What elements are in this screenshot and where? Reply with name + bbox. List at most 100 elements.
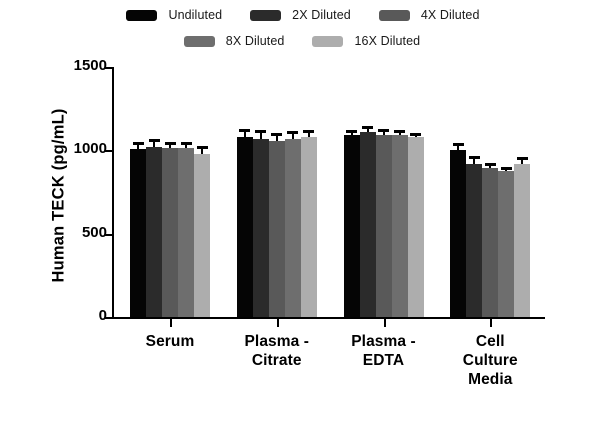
bar xyxy=(194,153,210,317)
bar xyxy=(284,138,301,317)
error-bar-stem xyxy=(137,145,139,149)
x-category-label-line: Cell xyxy=(475,333,505,350)
error-bar-stem xyxy=(350,132,353,135)
legend-label: 8X Diluted xyxy=(225,34,285,48)
error-bar-cap xyxy=(271,133,283,137)
bar xyxy=(466,163,483,317)
x-axis-category-labels: Serum Plasma - Citrate Plasma - EDTA Cell Cult… xyxy=(112,326,545,406)
bar xyxy=(375,134,392,317)
x-category-label: Plasma - Citrate xyxy=(217,332,337,370)
chart-legend: Undiluted 2X Diluted 4X Diluted 8X Diluted… xyxy=(0,8,600,48)
error-bar-cap xyxy=(164,141,176,145)
y-axis-line xyxy=(112,67,114,318)
legend-row-top: Undiluted 2X Diluted 4X Diluted xyxy=(0,8,600,22)
error-bar-cap xyxy=(303,129,315,133)
x-tick-mark xyxy=(276,319,279,327)
error-bar-stem xyxy=(275,136,278,142)
bar-group xyxy=(236,67,317,317)
legend-swatch-icon xyxy=(183,35,215,47)
legend-item: 8X Diluted xyxy=(183,34,285,48)
legend-swatch-icon xyxy=(126,9,158,21)
error-bar-cap xyxy=(362,126,374,130)
error-bar-cap xyxy=(410,132,422,136)
legend-swatch-icon xyxy=(378,9,410,21)
y-tick-label: 1000 xyxy=(73,140,107,158)
error-bar-stem xyxy=(489,165,492,168)
bar xyxy=(300,137,317,317)
bar xyxy=(359,132,376,317)
plot-area: 0 500 1000 1500 xyxy=(74,57,545,327)
x-category-label: Cell Culture Media xyxy=(430,332,550,389)
legend-item: Undiluted xyxy=(126,8,222,22)
error-bar-stem xyxy=(259,133,262,139)
x-tick-mark xyxy=(170,319,172,327)
bar xyxy=(268,141,285,317)
bar-group xyxy=(130,67,210,317)
y-tick-label: 1500 xyxy=(73,57,107,74)
x-category-label-line: Plasma - xyxy=(244,333,310,350)
x-category-label-line: Serum xyxy=(145,333,195,350)
error-bar-cap xyxy=(132,142,144,145)
y-tick-mark xyxy=(105,233,112,236)
bar xyxy=(391,135,408,317)
error-bar-cap xyxy=(516,157,528,161)
bar xyxy=(178,147,194,317)
bar-group xyxy=(450,67,531,317)
error-bar-stem xyxy=(414,135,417,137)
error-bar-cap xyxy=(500,166,512,170)
error-bar-stem xyxy=(382,131,385,135)
x-axis-line xyxy=(112,317,545,319)
legend-item: 4X Diluted xyxy=(378,8,480,22)
bar xyxy=(146,147,162,317)
bar xyxy=(252,138,269,317)
legend-swatch-icon xyxy=(250,9,282,21)
error-bar-cap xyxy=(346,129,358,133)
y-tick-label: 0 xyxy=(98,307,107,324)
error-bar-cap xyxy=(394,130,406,133)
legend-label: 4X Diluted xyxy=(420,8,480,22)
error-bar-cap xyxy=(484,162,496,166)
error-bar-stem xyxy=(505,169,508,172)
error-bar-stem xyxy=(243,132,246,137)
error-bar-cap xyxy=(196,145,208,149)
error-bar-cap xyxy=(378,128,390,132)
error-bar-cap xyxy=(452,142,464,146)
error-bar-cap xyxy=(468,155,480,159)
error-bar-cap xyxy=(180,141,192,145)
legend-label: 2X Diluted xyxy=(292,8,351,22)
bar xyxy=(498,171,515,317)
error-bar-stem xyxy=(307,132,310,137)
error-bar-stem xyxy=(291,133,294,139)
bar xyxy=(343,134,360,317)
bar xyxy=(162,147,178,317)
y-tick-mark xyxy=(105,67,112,69)
legend-item: 16X Diluted xyxy=(312,34,420,48)
error-bar-cap xyxy=(255,130,267,134)
error-bar-cap xyxy=(287,130,299,134)
x-category-label-line: Media xyxy=(468,371,513,388)
bar xyxy=(130,148,146,317)
y-tick-mark xyxy=(105,150,112,153)
x-category-label-line: Culture xyxy=(462,352,518,369)
error-bar-stem xyxy=(521,160,524,164)
y-axis-title: Human TECK (pg/mL) xyxy=(49,108,68,283)
y-tick-mark xyxy=(105,317,112,319)
error-bar-stem xyxy=(473,158,476,164)
x-category-label: Serum xyxy=(110,332,230,351)
legend-label: Undiluted xyxy=(168,8,223,22)
error-bar-stem xyxy=(169,144,171,148)
x-category-label: Plasma - EDTA xyxy=(324,332,444,370)
error-bar-stem xyxy=(153,142,155,147)
error-bar-stem xyxy=(185,144,187,148)
bar xyxy=(407,137,424,317)
x-category-label-line: Plasma - xyxy=(351,333,416,350)
x-category-label-line: EDTA xyxy=(362,352,405,369)
x-tick-mark xyxy=(383,319,386,327)
error-bar-cap xyxy=(148,139,160,142)
x-category-label-line: Citrate xyxy=(251,352,302,369)
error-bar-stem xyxy=(398,133,401,136)
bar xyxy=(514,163,531,317)
x-tick-mark xyxy=(490,319,493,327)
legend-swatch-icon xyxy=(312,35,344,47)
